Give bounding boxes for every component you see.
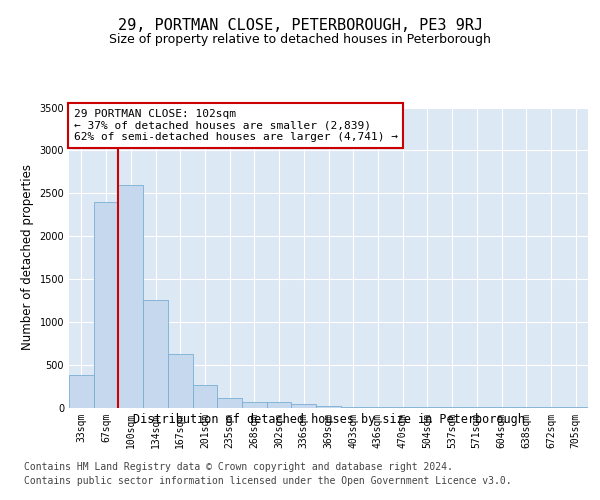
Text: Contains public sector information licensed under the Open Government Licence v3: Contains public sector information licen… — [24, 476, 512, 486]
Bar — [316, 406, 341, 407]
Bar — [267, 402, 292, 407]
Bar — [168, 354, 193, 408]
Bar — [94, 202, 118, 408]
Text: 29 PORTMAN CLOSE: 102sqm
← 37% of detached houses are smaller (2,839)
62% of sem: 29 PORTMAN CLOSE: 102sqm ← 37% of detach… — [74, 109, 398, 142]
Text: Distribution of detached houses by size in Peterborough: Distribution of detached houses by size … — [133, 412, 525, 426]
Bar — [292, 404, 316, 407]
Bar — [341, 406, 365, 408]
Bar — [217, 398, 242, 407]
Bar — [69, 376, 94, 408]
Y-axis label: Number of detached properties: Number of detached properties — [21, 164, 34, 350]
Text: 29, PORTMAN CLOSE, PETERBOROUGH, PE3 9RJ: 29, PORTMAN CLOSE, PETERBOROUGH, PE3 9RJ — [118, 18, 482, 32]
Text: Contains HM Land Registry data © Crown copyright and database right 2024.: Contains HM Land Registry data © Crown c… — [24, 462, 453, 472]
Bar — [118, 184, 143, 408]
Bar — [143, 300, 168, 408]
Text: Size of property relative to detached houses in Peterborough: Size of property relative to detached ho… — [109, 32, 491, 46]
Bar — [193, 385, 217, 407]
Bar — [242, 402, 267, 407]
